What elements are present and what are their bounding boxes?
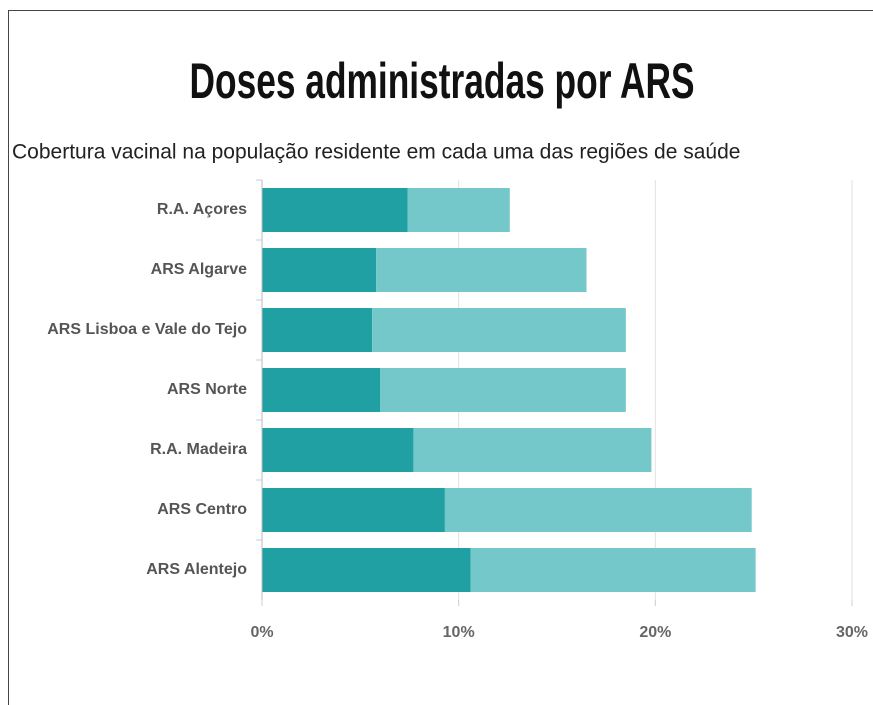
bar: [413, 428, 652, 472]
bar: [470, 548, 756, 592]
x-tick-label: 20%: [639, 624, 671, 641]
y-tick-label: ARS Lisboa e Vale do Tejo: [47, 321, 247, 338]
y-tick-label: ARS Centro: [157, 501, 247, 518]
bar: [262, 428, 414, 472]
y-tick-label: ARS Norte: [167, 381, 247, 398]
bar: [262, 248, 377, 292]
bar: [372, 308, 626, 352]
x-tick-label: 10%: [443, 624, 475, 641]
x-tick-label: 0%: [250, 624, 273, 641]
bar: [262, 368, 380, 412]
bar: [262, 188, 408, 232]
bar: [380, 368, 626, 412]
y-tick-label: ARS Algarve: [151, 261, 247, 278]
y-tick-label: R.A. Madeira: [150, 441, 247, 458]
y-tick-label: R.A. Açores: [157, 201, 247, 218]
chart-title: Doses administradas por ARS: [190, 53, 695, 109]
chart-subtitle: Cobertura vacinal na população residente…: [12, 141, 740, 164]
bar: [262, 548, 471, 592]
bar: [444, 488, 752, 532]
y-tick-label: ARS Alentejo: [146, 561, 247, 578]
bar: [407, 188, 510, 232]
x-tick-label: 30%: [836, 624, 868, 641]
bar: [262, 488, 445, 532]
bar: [262, 308, 373, 352]
bar: [376, 248, 587, 292]
